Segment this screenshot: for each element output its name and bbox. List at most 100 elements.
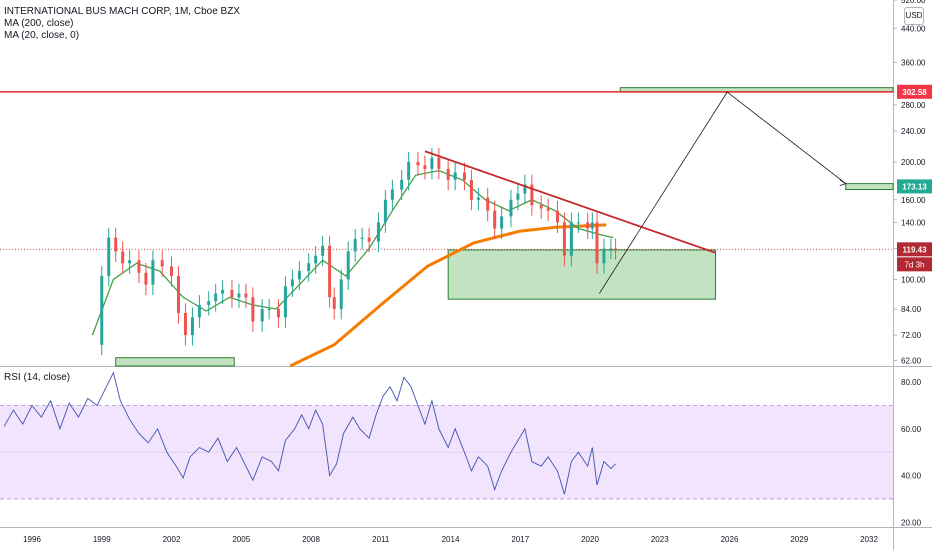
candle-body[interactable] [500,216,504,229]
candle-body[interactable] [314,255,318,264]
candle-body[interactable] [430,157,434,169]
candle-body[interactable] [297,271,301,280]
candle-body[interactable] [114,237,118,252]
candle-body[interactable] [353,238,357,252]
candle-body[interactable] [307,263,311,272]
zone-rect[interactable] [447,249,717,300]
candle-body[interactable] [602,248,606,264]
candle-body[interactable] [462,172,466,180]
candle-body[interactable] [128,260,132,264]
candle-body[interactable] [290,279,294,287]
candle-body[interactable] [244,293,248,298]
currency-badge[interactable]: USD [904,7,924,25]
candle-body[interactable] [509,199,513,217]
ma200-legend[interactable]: MA (200, close) [4,18,74,29]
candle-body[interactable] [328,245,332,298]
price-label-bg[interactable] [897,242,932,257]
candle-body[interactable] [546,208,550,211]
projection-arrowhead [839,179,847,186]
price-label-bg[interactable] [897,179,932,194]
ma20-legend[interactable]: MA (20, close, 0) [4,30,80,41]
candle-body[interactable] [197,304,201,318]
candle-body[interactable] [539,205,543,209]
candle-body[interactable] [476,197,480,200]
trendline[interactable] [424,150,716,254]
candle-body[interactable] [190,317,194,336]
price-tick-label: 440.00 [901,24,926,33]
candle-body[interactable] [586,222,590,229]
rsi-legend[interactable]: RSI (14, close) [4,372,71,383]
candle-body[interactable] [283,286,287,318]
time-tick-label: 2011 [372,535,390,544]
candle-body[interactable] [576,222,580,224]
candle-body[interactable] [407,161,411,180]
candle-body[interactable] [453,172,457,180]
candle-body[interactable] [221,289,225,294]
candle-body[interactable] [423,165,427,169]
price-tick-label: 160.00 [901,196,926,205]
candle-body[interactable] [400,179,404,190]
candle-body[interactable] [151,260,155,285]
candle-body[interactable] [260,308,264,322]
candle-body[interactable] [267,308,271,310]
price-label-bg[interactable] [897,84,932,99]
candle-body[interactable] [230,289,234,298]
time-tick-label: 2032 [860,535,878,544]
candle-body[interactable] [107,237,111,277]
candle-body[interactable] [590,222,594,229]
candle-body[interactable] [595,222,599,264]
zone-rect[interactable] [845,183,894,190]
zone-rect[interactable] [115,357,235,367]
candle-body[interactable] [383,199,387,223]
candle-body[interactable] [321,245,325,256]
time-tick-label: 1999 [93,535,111,544]
candle-body[interactable] [523,184,527,194]
time-tick-label: 2026 [721,535,739,544]
price-tick-label: 84.00 [901,305,922,314]
candle-body[interactable] [390,189,394,200]
candle-body[interactable] [100,276,104,345]
candle-body[interactable] [437,157,441,169]
symbol-legend: INTERNATIONAL BUS MACH CORP, 1M, Cboe BZ… [4,6,240,42]
candle-body[interactable] [486,197,490,211]
candle-body[interactable] [376,222,380,242]
candle-body[interactable] [276,308,280,318]
projection-path[interactable] [598,91,846,294]
candle-body[interactable] [562,222,566,256]
candle-body[interactable] [170,266,173,277]
candle-body[interactable] [176,276,180,314]
price-tick-label: 280.00 [901,101,926,110]
price-tick-label: 360.00 [901,58,926,67]
symbol-title[interactable]: INTERNATIONAL BUS MACH CORP, 1M, Cboe BZ… [4,6,240,17]
candle-body[interactable] [214,293,218,302]
candle-body[interactable] [555,210,559,223]
candle-body[interactable] [516,193,520,200]
candle-body[interactable] [360,237,364,239]
candle-body[interactable] [609,248,613,250]
candle-body[interactable] [569,222,573,256]
candle-body[interactable] [137,260,141,273]
candle-body[interactable] [416,161,420,166]
candle-body[interactable] [160,260,164,267]
candle-body[interactable] [237,293,241,298]
candle-body[interactable] [614,248,618,250]
candle-body[interactable] [493,210,497,229]
candle-body[interactable] [367,237,371,242]
candle-body[interactable] [183,313,187,336]
candle-body[interactable] [530,184,534,206]
candle-body[interactable] [207,301,211,305]
time-tick-label: 2002 [163,535,181,544]
candle-body[interactable] [251,297,255,322]
ma200-line[interactable] [289,223,607,368]
candle-body[interactable] [469,179,473,200]
rsi-tick-label: 20.00 [901,518,922,527]
rsi-line[interactable] [3,371,616,495]
candle-body[interactable] [144,272,148,285]
candle-body[interactable] [332,297,336,309]
rsi-tick-label: 80.00 [901,378,922,387]
candle-body[interactable] [339,279,343,309]
candle-body[interactable] [346,251,350,280]
candle-body[interactable] [121,251,125,264]
candle-body[interactable] [446,168,450,180]
